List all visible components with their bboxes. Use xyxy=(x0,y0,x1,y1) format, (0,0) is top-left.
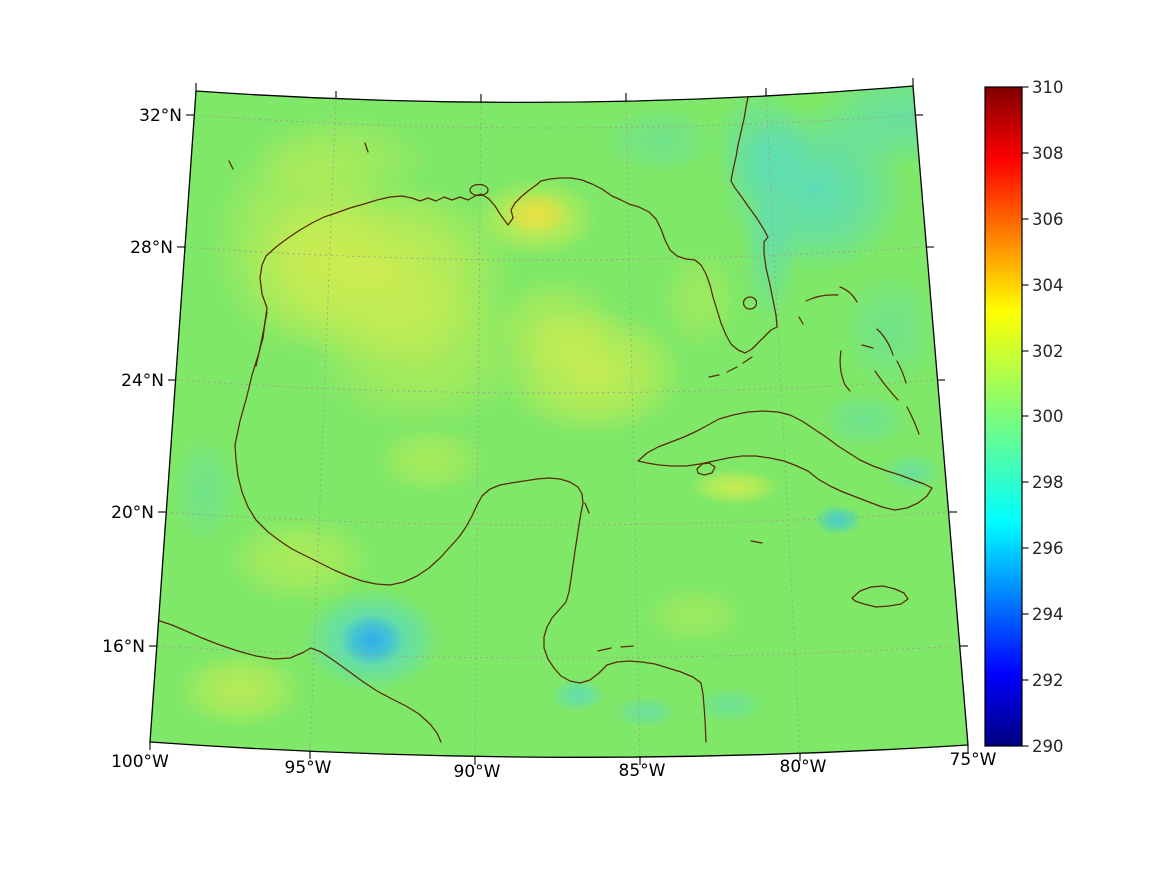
axis-labels: 32°N 28°N 24°N 20°N 16°N 100°W 95°W 90°W… xyxy=(102,106,997,782)
coastline-jamaica xyxy=(851,585,909,608)
gridline-meridian-90w xyxy=(474,101,482,758)
colorbar xyxy=(984,86,1023,747)
lat-tick-label: 24°N xyxy=(121,371,164,391)
colorbar-tick-label: 304 xyxy=(1032,276,1064,295)
texas-lakes xyxy=(228,142,369,170)
warm-patch-sw-gulf-coast xyxy=(225,515,375,605)
gridline-meridian-95w xyxy=(309,98,337,752)
coastline-cuba xyxy=(637,410,933,511)
lat-tick-label: 20°N xyxy=(111,503,154,523)
colorbar-tick-label: 292 xyxy=(1032,671,1064,690)
laguna-madre-barrier xyxy=(255,311,268,367)
lon-tick-label: 95°W xyxy=(285,758,332,778)
cool-spot-honduras-coast xyxy=(613,696,677,728)
lake-pontchartrain xyxy=(469,183,489,197)
lon-tick-label: 90°W xyxy=(454,762,501,782)
gridline-meridian-80w xyxy=(765,95,801,754)
cool-spot-right-edge xyxy=(882,452,942,492)
graticule xyxy=(156,95,961,758)
colorbar-tick-label: 300 xyxy=(1032,407,1064,426)
cool-region-mexico-interior xyxy=(170,435,240,545)
cool-spot-south-of-cuba xyxy=(814,505,862,535)
islands-bahamas xyxy=(798,286,920,435)
warm-spot-louisiana-shelf xyxy=(474,178,598,258)
cool-region-top-center xyxy=(600,105,720,175)
lon-tick-label: 80°W xyxy=(780,757,827,777)
lon-tick-label: 100°W xyxy=(111,752,169,772)
warm-patch-florida-interior xyxy=(660,250,740,350)
colorbar-tick-label: 296 xyxy=(1032,539,1064,558)
gridline-parallel-20n xyxy=(165,511,950,526)
cool-strip-florida-east-coast xyxy=(742,185,798,325)
florida-keys xyxy=(708,356,753,378)
lat-tick-label: 28°N xyxy=(130,238,173,258)
gridline-parallel-32n xyxy=(193,114,916,129)
lat-tick-label: 32°N xyxy=(139,106,182,126)
colorbar-tick-label: 294 xyxy=(1032,605,1064,624)
map-boundary xyxy=(149,85,969,758)
cool-blob-bay-of-campeche-core xyxy=(340,614,404,666)
coastline-isle-of-youth xyxy=(696,462,716,476)
warm-patch-cuba xyxy=(690,469,780,505)
island-cayman xyxy=(750,540,763,544)
coastlines xyxy=(150,96,933,743)
cool-region-top-right xyxy=(815,86,968,168)
cool-spot-gulf-of-honduras xyxy=(550,678,606,712)
colorbar-labels: 310 308 306 304 302 300 298 296 294 292 … xyxy=(1032,78,1064,756)
colorbar-tick-label: 290 xyxy=(1032,737,1064,756)
warm-patch-inland-texas xyxy=(250,115,430,205)
coastline-pacific-mexico xyxy=(150,620,442,743)
colorbar-ticks xyxy=(1022,86,1029,747)
colorbar-tick-label: 308 xyxy=(1032,144,1064,163)
colorbar-group: 310 308 306 304 302 300 298 296 294 292 … xyxy=(984,78,1064,756)
gridline-meridian-85w xyxy=(625,100,641,758)
coastline-us-gulf-and-atlantic xyxy=(234,96,778,446)
coastline-mexico-yucatan-honduras xyxy=(234,444,707,743)
colorbar-tick-label: 298 xyxy=(1032,473,1064,492)
warm-patch-caribbean xyxy=(645,585,745,645)
cool-region-bahamas xyxy=(820,392,910,448)
gridline-parallel-28n xyxy=(184,246,927,261)
warm-patch-pacific-coast xyxy=(175,652,305,728)
gridline-parallel-24n xyxy=(175,379,938,394)
warm-patch-campeche-bank xyxy=(375,425,485,495)
temperature-field-anomalies xyxy=(170,86,968,728)
axis-ticks xyxy=(149,78,969,765)
island-cozumel xyxy=(584,502,590,514)
cool-spot-honduras-east xyxy=(695,687,765,723)
cool-region-georgia-coast xyxy=(712,88,812,208)
lat-tick-label: 16°N xyxy=(102,637,145,657)
colorbar-tick-label: 302 xyxy=(1032,342,1064,361)
lon-tick-label: 75°W xyxy=(950,750,997,770)
islands-bay-islands xyxy=(597,645,634,652)
cool-region-bahamas-east xyxy=(840,270,940,390)
colorbar-tick-label: 306 xyxy=(1032,210,1064,229)
warm-patch-west-gulf-south xyxy=(310,270,530,430)
map-panel xyxy=(149,78,969,765)
warm-patch-loop-current xyxy=(490,275,620,375)
colorbar-tick-label: 310 xyxy=(1032,78,1064,97)
lon-tick-label: 85°W xyxy=(619,761,666,781)
lake-okeechobee xyxy=(742,296,758,310)
